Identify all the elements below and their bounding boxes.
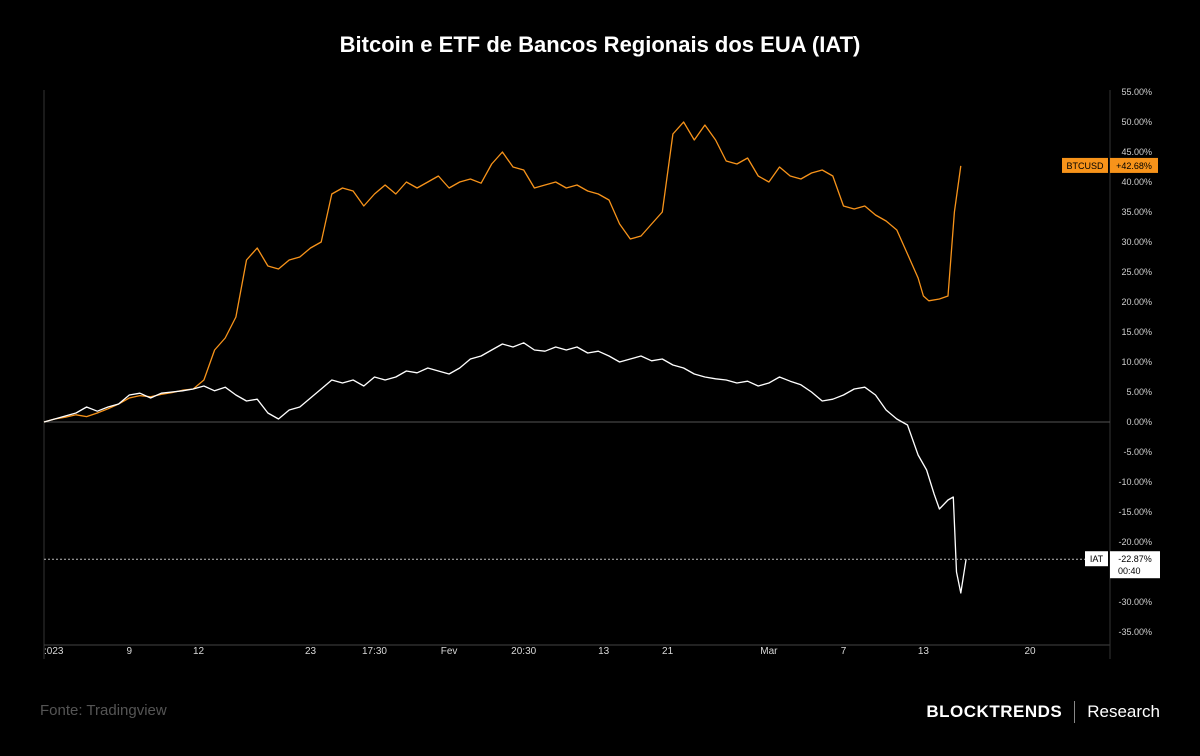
iat-time-label: 00:40 [1118,566,1141,576]
x-tick-label: 17:30 [362,646,387,657]
x-tick-label: 21 [662,646,674,657]
x-tick-label: 13 [598,646,610,657]
x-tick-label: :023 [44,646,64,657]
series-layer [43,121,967,594]
x-tick-label: 23 [305,646,317,657]
y-tick-label: 10.00% [1121,357,1152,367]
x-tick-label: 7 [841,646,847,657]
y-tick-label: 45.00% [1121,147,1152,157]
y-tick-label: -10.00% [1118,477,1152,487]
brand-subtitle: Research [1087,702,1160,721]
btc-value-tag [1110,157,1158,173]
y-tick-label: 0.00% [1126,417,1152,427]
y-tick-label: 55.00% [1121,87,1152,97]
brand-logo: BLOCKTRENDS Research [926,701,1160,723]
source-note: Fonte: Tradingview [40,702,167,719]
x-tick-label: 13 [918,646,930,657]
y-tick-label: -35.00% [1118,627,1152,637]
x-tick-label: 20 [1024,646,1036,657]
iat-line [43,342,967,594]
y-tick-label: 15.00% [1121,327,1152,337]
brand-separator [1074,701,1076,723]
x-tick-label: 9 [126,646,132,657]
y-tick-label: -30.00% [1118,597,1152,607]
x-tick-label: Mar [760,646,778,657]
price-tags: BTCUSD +42.68% IAT -22.87% 00:40 [44,157,1160,579]
iat-name-tag [1085,551,1108,567]
btc-name-tag [1062,157,1108,173]
y-tick-label: -15.00% [1118,507,1152,517]
btc-name-label: BTCUSD [1066,161,1104,171]
iat-value-tag [1110,551,1160,579]
x-axis: :023 9 12 23 17:30 Fev 20:30 13 21 Mar 7 13 20 [44,646,1036,657]
btc-value-label: +42.68% [1116,161,1152,171]
iat-value-label: -22.87% [1118,554,1152,564]
y-tick-label: -5.00% [1123,447,1152,457]
x-tick-label: Fev [441,646,458,657]
x-tick-label: 20:30 [511,646,536,657]
y-tick-label: -20.00% [1118,537,1152,547]
btcusd-line [43,121,962,423]
brand-name: BLOCKTRENDS [926,702,1063,721]
iat-name-label: IAT [1090,554,1104,564]
y-tick-label: 50.00% [1121,117,1152,127]
x-tick-label: 12 [193,646,205,657]
y-tick-label: 20.00% [1121,297,1152,307]
chart-title: Bitcoin e ETF de Bancos Regionais dos EU… [339,32,861,57]
y-tick-label: 25.00% [1121,267,1152,277]
y-tick-label: 40.00% [1121,177,1152,187]
y-tick-label: 5.00% [1126,387,1152,397]
y-tick-label: 35.00% [1121,207,1152,217]
y-tick-label: 30.00% [1121,237,1152,247]
